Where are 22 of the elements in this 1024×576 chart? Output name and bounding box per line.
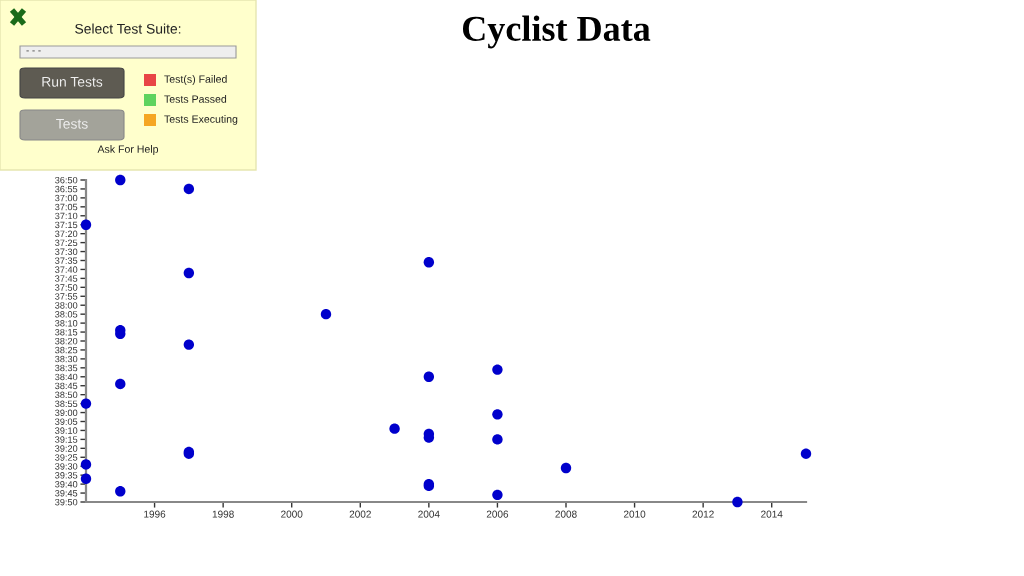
point — [389, 423, 400, 434]
point — [115, 174, 126, 186]
point — [732, 496, 743, 508]
point — [115, 378, 126, 390]
point — [80, 219, 92, 230]
chart-title: Cyclist Data — [462, 15, 651, 49]
point — [560, 462, 572, 474]
point — [492, 364, 503, 375]
point — [320, 308, 332, 320]
point — [183, 339, 195, 350]
point — [80, 473, 92, 484]
point — [183, 267, 195, 279]
point — [492, 409, 503, 420]
point — [183, 183, 195, 195]
point — [80, 398, 92, 409]
point — [492, 489, 503, 501]
point — [423, 257, 435, 268]
point — [115, 486, 126, 497]
point — [423, 371, 435, 382]
point — [80, 459, 92, 470]
point — [800, 448, 812, 459]
point — [492, 434, 503, 445]
